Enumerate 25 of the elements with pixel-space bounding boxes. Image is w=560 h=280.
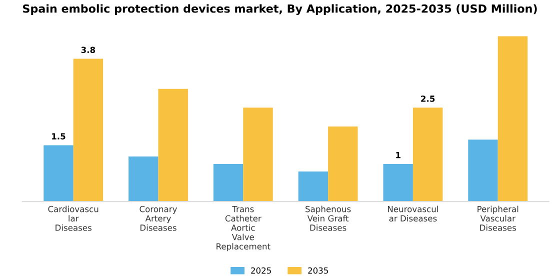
x-tick-label: Trans Catheter Aortic Valve Replacement <box>216 206 270 252</box>
bar <box>298 172 328 202</box>
x-tick-label: Coronary Artery Diseases <box>140 206 177 231</box>
bar <box>243 108 273 202</box>
bar <box>73 58 104 202</box>
x-tick-label: Peripheral Vascular Diseases <box>478 206 518 231</box>
bar <box>328 126 358 202</box>
bar <box>158 88 188 202</box>
x-tick-label: Cardiovascular Diseases <box>48 206 98 231</box>
chart-title: Spain embolic protection devices market, By Application, 2025-2035 (USD Million) <box>23 4 537 16</box>
data-label: 3.8 <box>81 46 96 54</box>
bar <box>44 145 74 202</box>
data-label: 1.5 <box>52 133 66 140</box>
bar <box>498 36 528 202</box>
legend-label: 2025 <box>251 267 271 274</box>
bar <box>128 156 158 202</box>
bar <box>383 164 413 202</box>
legend-label: 2035 <box>308 267 328 274</box>
x-tick-label: Saphenous Vein Graft Diseases <box>306 206 351 231</box>
bar <box>412 108 443 202</box>
bar <box>213 164 244 202</box>
data-label: 2.5 <box>421 96 435 102</box>
data-label: 1 <box>396 152 400 158</box>
bar <box>468 140 498 202</box>
x-tick-label: Neurovascular Diseases <box>388 206 438 222</box>
